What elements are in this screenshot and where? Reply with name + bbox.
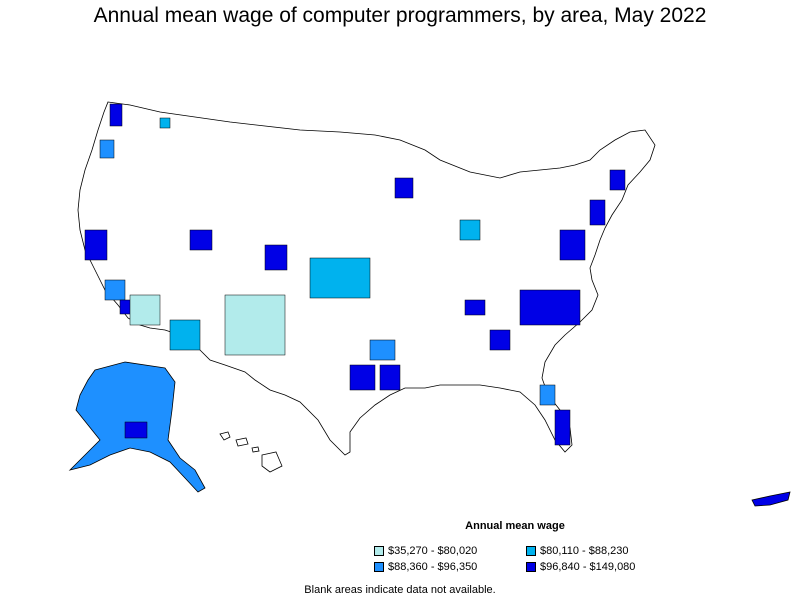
area-sf-bay	[84, 229, 108, 261]
legend-item-1: $35,270 - $80,020	[374, 545, 477, 557]
area-houston	[379, 364, 401, 391]
area-dc	[559, 229, 586, 261]
area-north-carolina	[519, 289, 581, 326]
area-dallas	[369, 339, 396, 361]
puerto-rico	[751, 491, 791, 507]
area-phoenix	[169, 319, 201, 351]
area-anchorage	[124, 421, 148, 439]
area-la	[104, 279, 126, 301]
area-denver	[264, 244, 288, 271]
legend-label-4: $96,840 - $149,080	[540, 561, 636, 573]
area-boston	[609, 169, 626, 191]
area-austin	[349, 364, 376, 391]
area-arizona-south	[129, 294, 161, 326]
legend-swatch-3	[374, 562, 384, 572]
hawaii	[219, 431, 283, 473]
legend-label-2: $80,110 - $88,230	[540, 545, 629, 557]
area-salt-lake	[189, 229, 213, 251]
metro-areas	[84, 103, 626, 446]
area-tampa	[539, 384, 556, 406]
legend-label-3: $88,360 - $96,350	[388, 561, 478, 573]
legend-item-2: $80,110 - $88,230	[526, 545, 628, 557]
map-title: Annual mean wage of computer programmers…	[93, 4, 707, 27]
area-nashville	[464, 299, 486, 316]
area-kansas	[309, 257, 371, 299]
area-spokane	[159, 117, 171, 129]
legend-swatch-4	[526, 562, 536, 572]
area-atlanta	[489, 329, 511, 351]
legend-item-3: $88,360 - $96,350	[374, 561, 477, 573]
area-seattle	[109, 103, 123, 127]
area-minneapolis	[394, 177, 414, 199]
area-new-mexico	[224, 294, 286, 356]
area-chicago	[459, 219, 481, 241]
legend-label-1: $35,270 - $80,020	[388, 545, 478, 557]
area-new-york	[589, 199, 606, 226]
footnote: Blank areas indicate data not available.	[304, 584, 496, 596]
legend-item-4: $96,840 - $149,080	[526, 561, 635, 573]
legend-swatch-2	[526, 546, 536, 556]
area-portland	[99, 139, 115, 159]
legend-title: Annual mean wage	[465, 520, 565, 532]
legend-swatch-1	[374, 546, 384, 556]
area-south-florida	[554, 409, 571, 446]
